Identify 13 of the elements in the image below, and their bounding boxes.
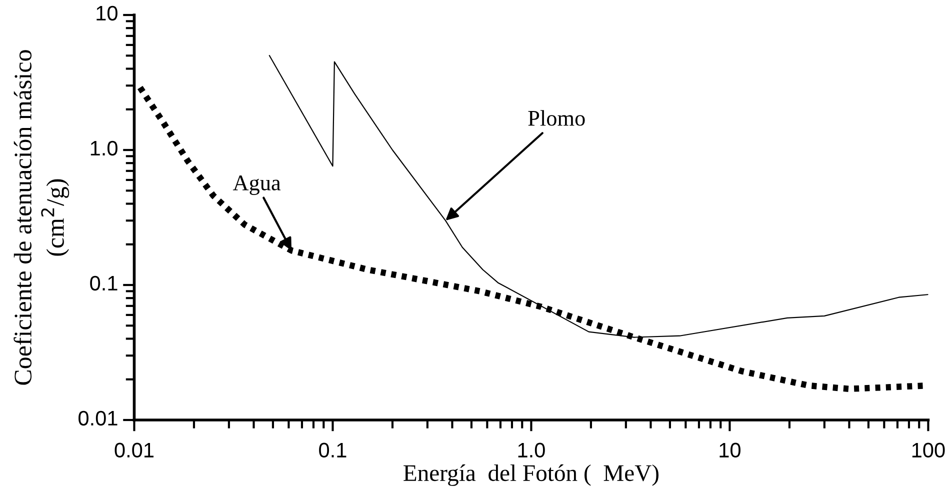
y-tick-label: 0.1 bbox=[90, 276, 118, 291]
y-tick-label: 10 bbox=[96, 6, 118, 21]
x-axis-title: Energía del Fotón ( MeV) bbox=[404, 464, 658, 486]
y-tick-label: 1.0 bbox=[90, 140, 118, 156]
annotation: Agua bbox=[232, 176, 281, 195]
x-tick-label: 0.01 bbox=[114, 442, 154, 458]
y-tick-label: 0.01 bbox=[78, 410, 118, 426]
x-tick-label: 10 bbox=[720, 442, 740, 458]
x-tick-label: 0.1 bbox=[319, 442, 346, 458]
annotation: Plomo bbox=[528, 110, 585, 126]
y-axis-title: Coeficiente de atenuación másico (cm$^{2}$/g) bbox=[14, 50, 70, 385]
x-tick-label: 100 bbox=[912, 442, 945, 458]
x-tick-label: 1.0 bbox=[518, 442, 545, 458]
